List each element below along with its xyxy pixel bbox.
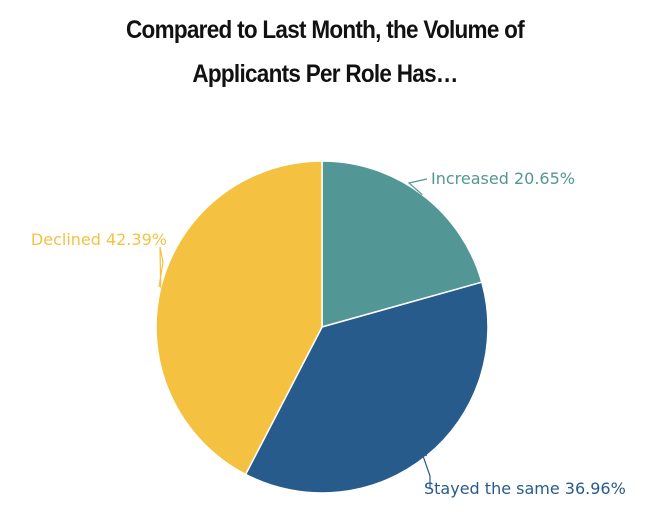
pie-slice-stayed-the-same xyxy=(244,281,489,494)
slice-label-increased: Increased 20.65% xyxy=(431,169,575,188)
slice-label-declined: Declined 42.39% xyxy=(31,230,167,249)
slice-label-stayed-the-same: Stayed the same 36.96% xyxy=(424,479,626,498)
chart-title-line-1: Compared to Last Month, the Volume of xyxy=(126,16,525,44)
chart-title: Compared to Last Month, the Volume of Ap… xyxy=(33,8,618,96)
leader-line-stayed-the-same xyxy=(420,451,431,489)
leader-line-declined xyxy=(158,246,164,288)
chart-title-line-2: Applicants Per Role Has… xyxy=(192,60,458,88)
leader-line-increased xyxy=(407,178,428,196)
pie-slice-increased xyxy=(321,160,483,328)
